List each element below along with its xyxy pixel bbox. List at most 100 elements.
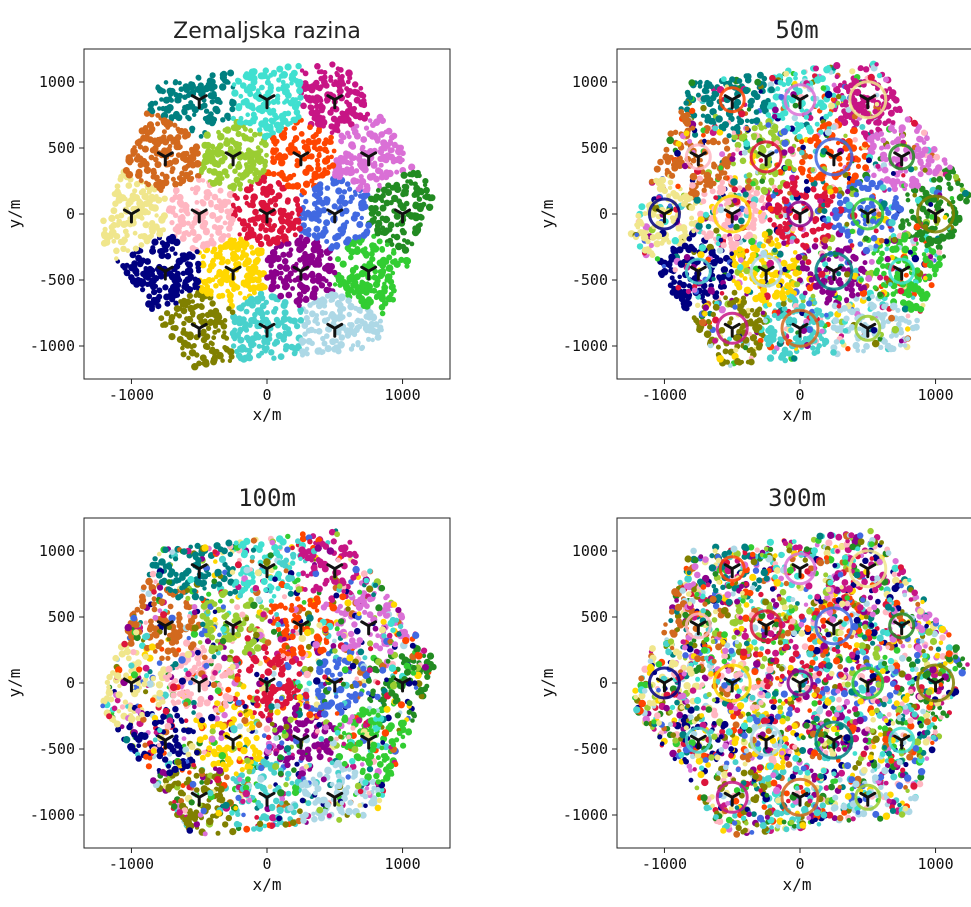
- user-point: [245, 283, 252, 290]
- user-point: [327, 256, 333, 262]
- user-point: [319, 107, 325, 114]
- user-point: [728, 316, 734, 321]
- user-point: [751, 125, 758, 132]
- user-point: [315, 166, 322, 173]
- user-point: [351, 329, 358, 336]
- user-point: [396, 198, 403, 205]
- base-station-marker: [292, 265, 310, 281]
- user-point: [192, 236, 199, 244]
- user-point: [229, 309, 236, 316]
- user-point: [826, 65, 831, 70]
- user-point: [337, 226, 345, 234]
- user-point: [733, 250, 739, 256]
- user-point: [707, 342, 714, 349]
- base-station-marker: [360, 151, 378, 167]
- user-point: [101, 231, 109, 240]
- user-point: [884, 246, 890, 252]
- user-point: [150, 272, 156, 278]
- user-point: [227, 145, 234, 152]
- user-point: [335, 128, 341, 134]
- user-point: [368, 250, 375, 257]
- user-point: [836, 303, 842, 309]
- user-point: [210, 341, 215, 347]
- user-point: [136, 138, 143, 145]
- user-point: [799, 260, 806, 266]
- user-point: [930, 146, 938, 153]
- user-point: [303, 315, 310, 322]
- user-point: [871, 172, 877, 179]
- user-point: [170, 140, 176, 145]
- user-point: [814, 307, 821, 314]
- user-point: [288, 247, 294, 253]
- user-point: [712, 125, 719, 132]
- user-point: [636, 218, 644, 227]
- user-point: [168, 320, 173, 326]
- user-point: [375, 188, 381, 193]
- user-point: [212, 318, 220, 326]
- user-point: [314, 147, 320, 152]
- user-point: [177, 128, 183, 134]
- user-point: [917, 171, 924, 178]
- user-point: [370, 161, 378, 169]
- user-point: [214, 274, 219, 280]
- user-point: [314, 205, 320, 211]
- user-point: [903, 318, 909, 324]
- user-point: [132, 267, 140, 275]
- user-point: [223, 345, 230, 352]
- user-point: [209, 72, 216, 79]
- user-point: [411, 212, 419, 220]
- user-point: [305, 227, 312, 233]
- user-point: [936, 244, 943, 251]
- user-point: [667, 185, 673, 190]
- x-tick-label: 0: [262, 386, 271, 404]
- user-point: [265, 75, 271, 81]
- user-point: [393, 212, 401, 220]
- user-point: [172, 180, 180, 188]
- user-point: [820, 102, 828, 111]
- user-point: [281, 283, 289, 291]
- base-station-marker: [190, 94, 208, 110]
- user-point: [251, 114, 258, 122]
- user-point: [378, 304, 386, 311]
- user-point: [738, 308, 747, 316]
- user-point: [868, 179, 876, 188]
- user-point: [294, 217, 302, 225]
- user-point: [842, 328, 849, 334]
- user-point: [232, 193, 238, 198]
- user-point: [403, 200, 410, 207]
- user-point: [946, 181, 951, 187]
- user-point: [355, 90, 362, 97]
- user-point: [285, 197, 291, 203]
- user-point: [891, 95, 898, 102]
- user-point: [928, 254, 934, 260]
- user-point: [695, 222, 703, 230]
- user-point: [360, 93, 367, 99]
- user-point: [891, 325, 900, 334]
- user-point: [830, 97, 836, 102]
- user-point: [337, 307, 344, 314]
- user-point: [308, 326, 315, 333]
- user-point: [877, 336, 883, 342]
- user-point: [227, 291, 233, 296]
- user-point: [895, 307, 901, 313]
- user-point: [282, 100, 287, 105]
- user-point: [231, 186, 237, 192]
- base-station-marker: [122, 208, 140, 224]
- user-point: [278, 159, 286, 167]
- user-point: [297, 257, 303, 263]
- user-point: [292, 347, 298, 353]
- user-point: [252, 131, 258, 138]
- user-point: [806, 300, 813, 307]
- user-point: [665, 156, 672, 163]
- user-point: [844, 271, 851, 278]
- user-point: [210, 240, 217, 247]
- user-point: [788, 327, 794, 334]
- user-point: [733, 124, 741, 132]
- user-point: [299, 68, 305, 73]
- user-point: [733, 347, 739, 353]
- user-point: [138, 242, 145, 248]
- user-point: [255, 352, 262, 359]
- user-point: [316, 85, 323, 92]
- user-point: [186, 275, 193, 282]
- user-point: [700, 113, 706, 118]
